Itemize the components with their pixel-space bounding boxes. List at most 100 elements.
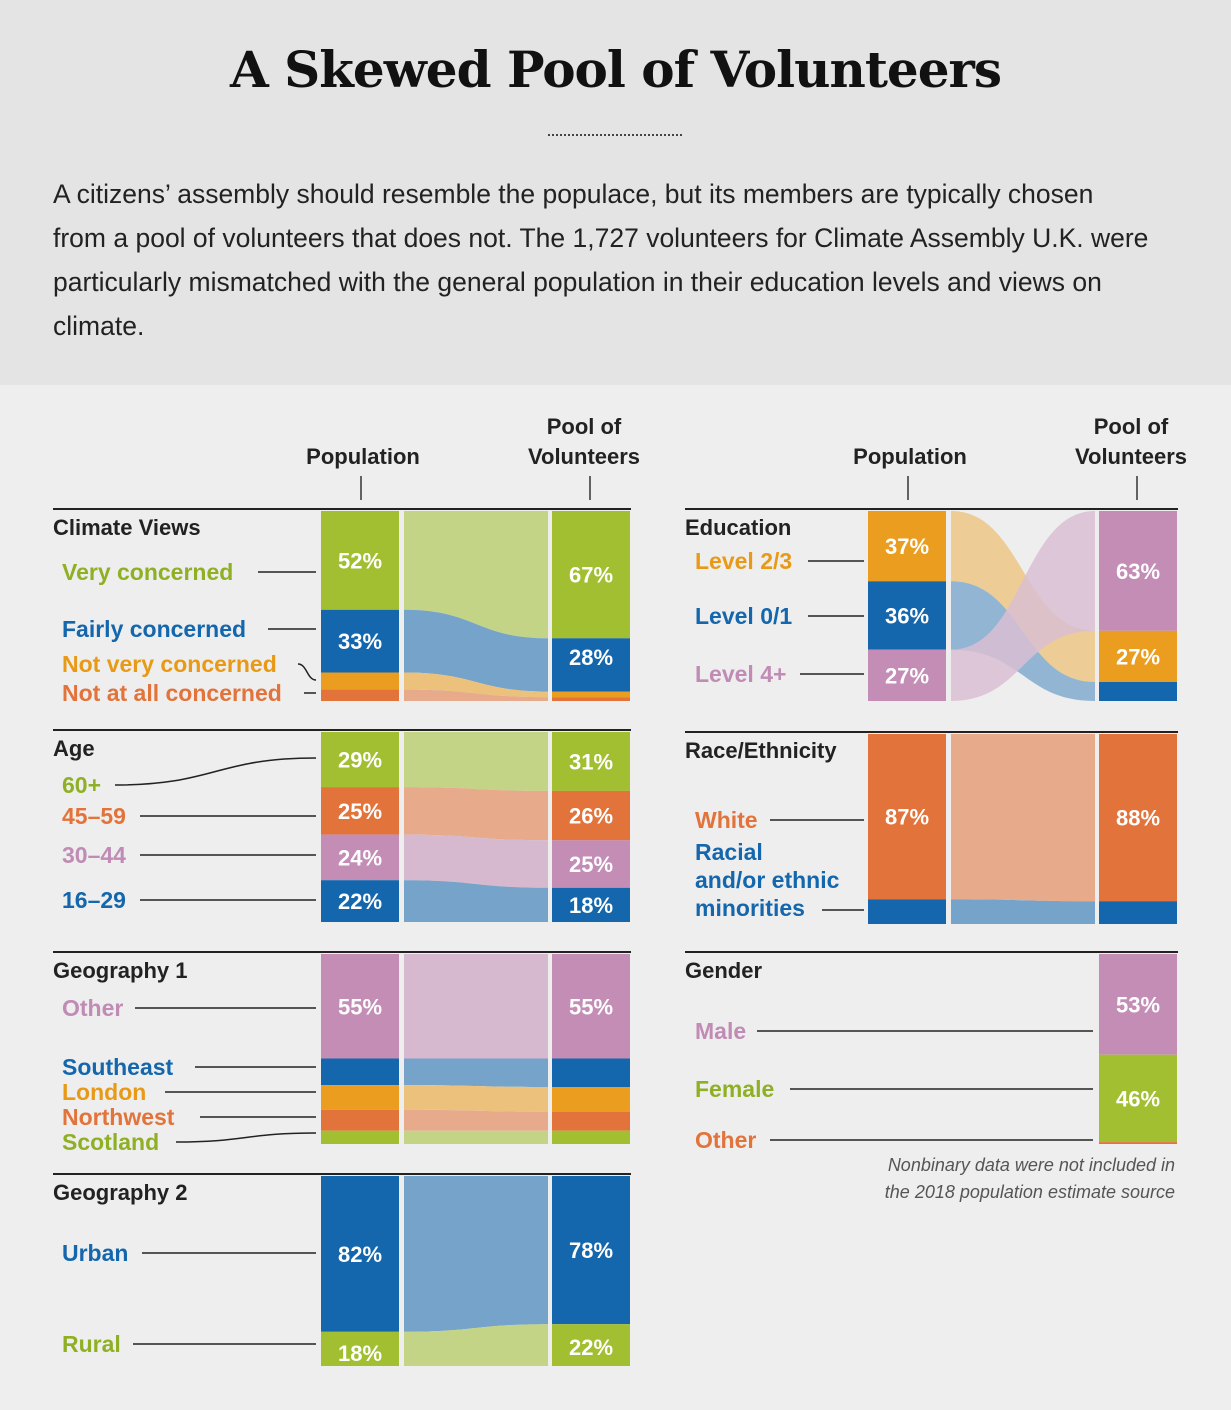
column-header-volunteers-left: Pool of Volunteers [528,414,640,469]
category-label-rural-geo2: Rural [62,1331,121,1357]
bar-volunteers-level-0-1-education [1099,682,1177,701]
category-label-60-age: 60+ [62,772,101,798]
leader-line-not-very-concerned-climate [297,663,317,681]
bar-volunteers-racial-and-or-ethnic-minorities-race [1099,901,1177,924]
bar-population-not-very-concerned-climate [321,672,399,690]
category-label-not-at-all-concerned-climate: Not at all concerned [62,680,282,706]
value-label-population-60-age: 29% [338,748,382,773]
bar-volunteers-urban-geo2 [552,1176,630,1325]
panel-title-age: Age [53,736,95,761]
bar-volunteers-london-geo1 [552,1087,630,1112]
bar-volunteers-not-very-concerned-climate [552,691,630,698]
bar-volunteers-other-gender [1099,1142,1177,1144]
flow-band-london-geo1 [404,1085,548,1112]
flow-band-other-geo1 [404,954,548,1059]
bar-volunteers-30-44-age [552,840,630,888]
panel-title-education: Education [685,515,791,540]
bar-volunteers-male-gender [1099,954,1177,1055]
category-label-30-44-age: 30–44 [62,842,126,868]
bar-volunteers-other-geo1 [552,954,630,1059]
flow-band-white-race [951,734,1095,902]
category-label-level-0-1-education: Level 0/1 [695,603,792,629]
flow-band-racial-and-or-ethnic-minorities-race [951,899,1095,924]
bar-population-very-concerned-climate [321,511,399,610]
flow-band-60-age [404,732,548,791]
category-label-other-geo1: Other [62,995,123,1021]
flow-band-45-59-age [404,787,548,841]
bar-volunteers-level-2-3-education [1099,630,1177,682]
bar-volunteers-southeast-geo1 [552,1058,630,1087]
bar-population-white-race [868,734,946,900]
column-header-population-left: Population [306,444,420,469]
bar-population-level-2-3-education [868,511,946,582]
value-label-volunteers-white-race: 88% [1116,806,1160,831]
leader-line-scotland-geo1 [175,1132,317,1143]
flow-band-16-29-age [404,880,548,922]
bar-volunteers-female-gender [1099,1054,1177,1143]
bar-volunteers-white-race [1099,734,1177,902]
value-label-volunteers-female-gender: 46% [1116,1086,1160,1111]
value-label-volunteers-60-age: 31% [569,749,613,774]
category-label-female-gender: Female [695,1076,774,1102]
flow-band-northwest-geo1 [404,1109,548,1131]
value-label-population-45-59-age: 25% [338,799,382,824]
category-label-northwest-geo1: Northwest [62,1104,175,1130]
flow-band-very-concerned-climate [404,511,548,639]
bar-population-level-4-education [868,649,946,701]
value-label-population-level-4-education: 27% [885,663,929,688]
value-label-volunteers-level-4-education: 63% [1116,559,1160,584]
category-label-not-very-concerned-climate: Not very concerned [62,651,277,677]
flow-band-30-44-age [404,834,548,888]
flow-band-rural-geo2 [404,1324,548,1366]
intro-text: A citizens’ assembly should resemble the… [53,179,1149,341]
bar-volunteers-not-at-all-concerned-climate [552,697,630,701]
value-label-population-very-concerned-climate: 52% [338,548,382,573]
category-label-white-race: White [695,807,758,833]
bar-population-fairly-concerned-climate [321,609,399,673]
flow-band-scotland-geo1 [404,1130,548,1144]
bar-volunteers-scotland-geo1 [552,1130,630,1144]
bar-population-other-geo1 [321,954,399,1059]
panel-title-climate: Climate Views [53,515,201,540]
value-label-volunteers-level-2-3-education: 27% [1116,644,1160,669]
bar-population-level-0-1-education [868,581,946,650]
flow-band-urban-geo2 [404,1176,548,1332]
value-label-volunteers-male-gender: 53% [1116,992,1160,1017]
panel-title-gender: Gender [685,958,762,983]
category-label-urban-geo2: Urban [62,1240,128,1266]
category-label-other-gender: Other [695,1127,756,1153]
page-title: A Skewed Pool of Volunteers [229,40,1002,99]
category-label-16-29-age: 16–29 [62,887,126,913]
bar-population-southeast-geo1 [321,1058,399,1086]
bar-population-racial-and-or-ethnic-minorities-race [868,899,946,924]
value-label-volunteers-30-44-age: 25% [569,852,613,877]
bar-volunteers-60-age [552,732,630,791]
bar-population-urban-geo2 [321,1176,399,1332]
flow-band-level-4-education [951,511,1095,701]
value-label-population-30-44-age: 24% [338,845,382,870]
title-divider [548,134,682,136]
value-label-population-rural-geo2: 18% [338,1341,382,1366]
value-label-population-urban-geo2: 82% [338,1242,382,1267]
flow-band-fairly-concerned-climate [404,609,548,692]
category-label-racial-and-or-ethnic-minorities-race: Racial and/or ethnic minorities [695,839,840,921]
value-label-population-level-2-3-education: 37% [885,534,929,559]
gender-note: Nonbinary data were not included in the 2… [885,1155,1175,1202]
bar-volunteers-16-29-age [552,887,630,922]
category-label-level-4-education: Level 4+ [695,661,786,687]
bar-population-45-59-age [321,787,399,835]
bar-population-60-age [321,732,399,788]
panel-title-geo1: Geography 1 [53,958,187,983]
header-band: A Skewed Pool of Volunteers A citizens’ … [0,0,1231,385]
bar-volunteers-45-59-age [552,790,630,841]
bar-population-northwest-geo1 [321,1109,399,1131]
bar-population-rural-geo2 [321,1331,399,1366]
bar-population-not-at-all-concerned-climate [321,689,399,701]
value-label-volunteers-very-concerned-climate: 67% [569,563,613,588]
category-label-male-gender: Male [695,1018,746,1044]
bar-volunteers-level-4-education [1099,511,1177,631]
value-label-population-level-0-1-education: 36% [885,604,929,629]
value-label-volunteers-other-geo1: 55% [569,994,613,1019]
value-label-population-fairly-concerned-climate: 33% [338,629,382,654]
